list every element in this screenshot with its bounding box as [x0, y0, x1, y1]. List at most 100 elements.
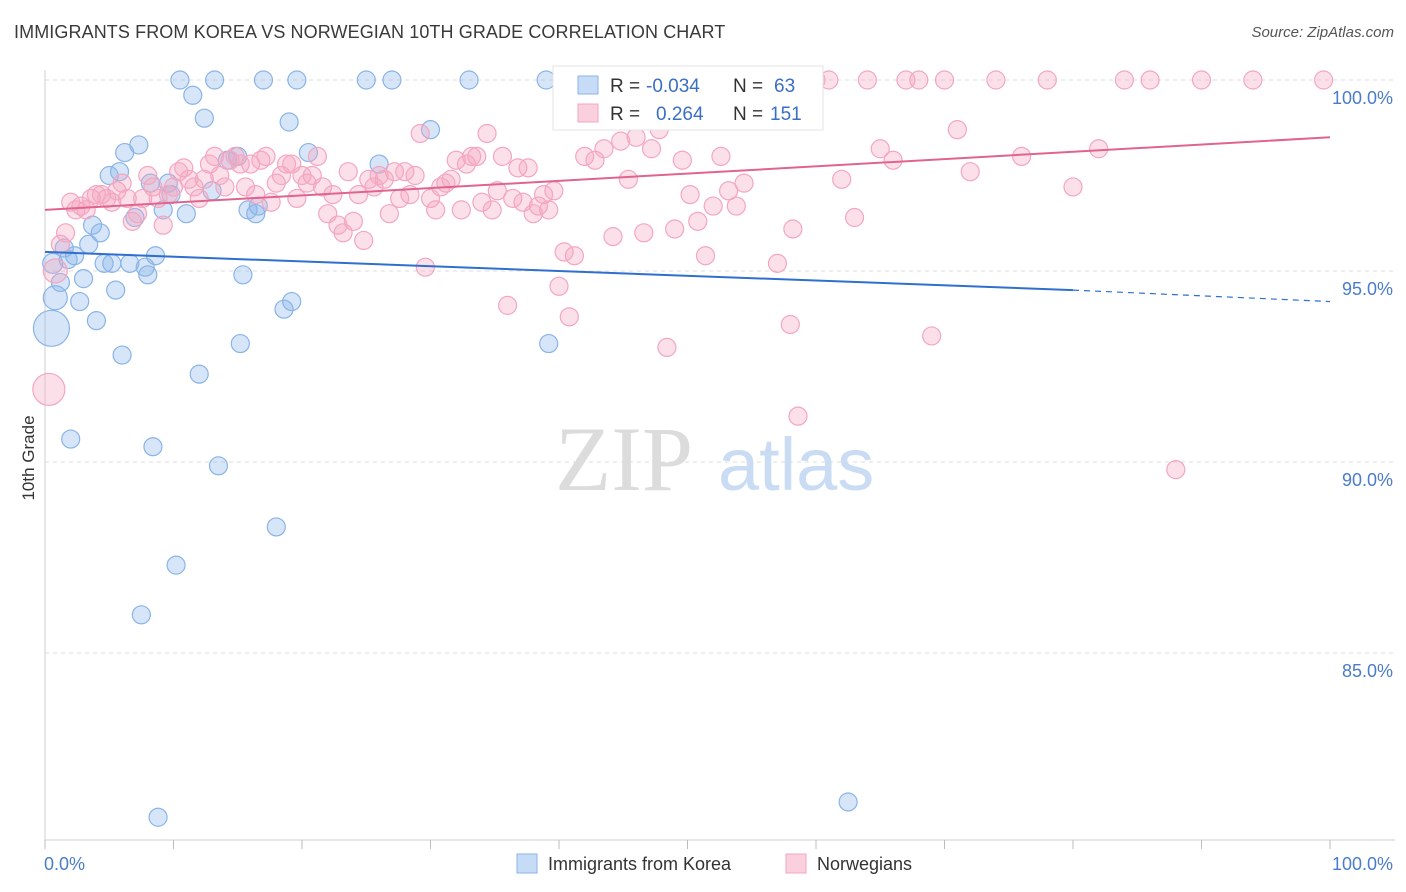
norwegian-point [672, 150, 692, 170]
norwegian-point [220, 150, 240, 170]
y-tick-label: 95.0% [1342, 279, 1393, 299]
norwegian-point [369, 165, 389, 186]
norwegian-point [703, 196, 723, 216]
korea-point [90, 223, 110, 243]
tick-labels: 85.0% 90.0% 95.0% 100.0% 0.0% 100.0% [44, 88, 1393, 874]
norwegian-point [726, 196, 746, 216]
norwegian-point [594, 139, 614, 159]
norwegian-point [451, 200, 471, 220]
legend: R = -0.034 N = 63 R = 0.264 N = 151 [552, 65, 824, 131]
norwegian-point [462, 146, 482, 166]
korea-point [253, 70, 274, 90]
norwegian-point [384, 162, 405, 182]
korea-point [64, 246, 85, 266]
norwegian-point [960, 162, 980, 182]
norwegian-point [1243, 70, 1263, 90]
y-tick-label: 85.0% [1342, 661, 1393, 681]
norwegian-point [184, 177, 204, 197]
norwegian-point [189, 188, 209, 209]
norwegian-point [626, 127, 646, 147]
norwegian-point [947, 120, 967, 140]
norwegian-point [174, 158, 194, 178]
norwegian-point [719, 181, 739, 201]
norwegian-point [312, 177, 333, 197]
norwegian-point [482, 200, 502, 220]
norwegian-point [379, 204, 399, 224]
norwegian-point [194, 169, 214, 189]
norwegian-point [783, 219, 803, 239]
legend-swatch-norwegians [577, 103, 599, 123]
trend-lines [44, 136, 1331, 303]
norwegian-point [528, 196, 549, 216]
norwegian-point [909, 70, 929, 90]
norwegian-point [395, 162, 415, 182]
bottom-legend-swatch-korea [516, 853, 538, 874]
korea-point [539, 333, 559, 354]
norwegian-point [287, 188, 307, 209]
korea-point [266, 517, 286, 537]
norwegian-point [66, 200, 86, 220]
norwegian-point [518, 158, 538, 178]
norwegian-point [343, 211, 363, 231]
korea-point [279, 112, 299, 132]
norwegian-point [487, 181, 507, 201]
norwegian-point [498, 295, 518, 315]
korea-point [838, 792, 858, 812]
norwegian-point [575, 146, 595, 166]
norwegian-point [117, 188, 137, 209]
korea-point [143, 437, 163, 457]
norwegian-point [539, 200, 559, 220]
korea-point [282, 291, 302, 312]
series-norwegians-points [32, 70, 1334, 480]
norwegian-point [235, 177, 256, 197]
norwegian-point [205, 146, 225, 166]
korea-point [205, 70, 225, 90]
norwegian-point [922, 326, 942, 346]
norwegian-point [338, 162, 358, 182]
norwegian-point [1166, 460, 1186, 480]
norwegian-point [492, 146, 513, 166]
norwegian-point [634, 223, 654, 243]
korea-point [356, 70, 376, 90]
norwegian-point [467, 146, 487, 166]
norwegian-point [210, 165, 230, 186]
norwegian-point [1089, 139, 1109, 159]
norwegian-point [603, 227, 623, 247]
norwegian-point [32, 372, 66, 407]
chart-title: IMMIGRANTS FROM KOREA VS NORWEGIAN 10TH … [14, 22, 726, 42]
norwegian-point [405, 165, 425, 186]
norwegian-point [55, 223, 76, 243]
norwegian-point [76, 200, 96, 220]
norwegian-point [153, 215, 173, 235]
bottom-legend-label-korea: Immigrants from Korea [548, 854, 732, 874]
norwegian-point [348, 185, 369, 205]
norwegian-point [241, 154, 261, 174]
korea-point [166, 555, 186, 575]
norwegian-point [695, 246, 716, 266]
norwegian-point [508, 158, 528, 178]
korea-point [194, 108, 214, 128]
norwegian-point [86, 185, 107, 205]
norwegian-point [857, 70, 878, 90]
korea-point [42, 252, 64, 274]
norwegian-point [734, 173, 754, 193]
y-tick-label: 90.0% [1342, 470, 1393, 490]
legend-n-label-korea: N = [733, 76, 763, 97]
korea-point [70, 291, 90, 312]
series-korea-points [32, 70, 858, 827]
norwegian-point [611, 131, 631, 151]
norwegian-point [544, 181, 564, 201]
norwegian-point [71, 196, 91, 216]
norwegian-point [711, 146, 731, 166]
bottom-legend-swatch-norwegians [785, 853, 807, 874]
norwegian-point [374, 169, 394, 189]
y-axis-label: 10th Grade [19, 415, 38, 500]
korea-point [129, 135, 149, 155]
norwegian-point [276, 154, 297, 174]
bottom-legend: Immigrants from Korea Norwegians [516, 853, 912, 874]
legend-r-korea: -0.034 [646, 76, 700, 97]
korea-point [86, 311, 107, 331]
korea-point [61, 429, 81, 449]
korea-point [208, 456, 229, 476]
